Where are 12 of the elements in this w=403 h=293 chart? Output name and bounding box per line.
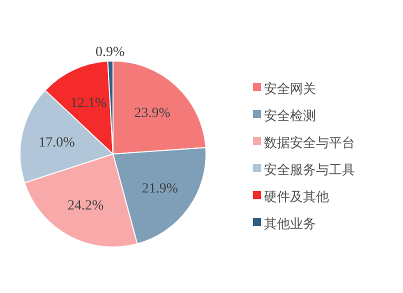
legend-label: 安全检测	[264, 108, 316, 124]
data-label: 21.9%	[142, 181, 178, 196]
data-label: 23.9%	[134, 106, 171, 121]
data-label: 12.1%	[70, 96, 108, 111]
legend-label: 其他业务	[264, 217, 316, 232]
legend-label: 数据安全与平台	[264, 135, 355, 151]
data-label: 0.9%	[96, 45, 125, 60]
data-label: 24.2%	[67, 198, 104, 214]
legend-label: 硬件及其他	[264, 190, 329, 205]
legend-label: 安全服务与工具	[264, 162, 355, 178]
data-label: 17.0%	[38, 135, 76, 150]
legend-label: 安全网关	[264, 81, 316, 97]
